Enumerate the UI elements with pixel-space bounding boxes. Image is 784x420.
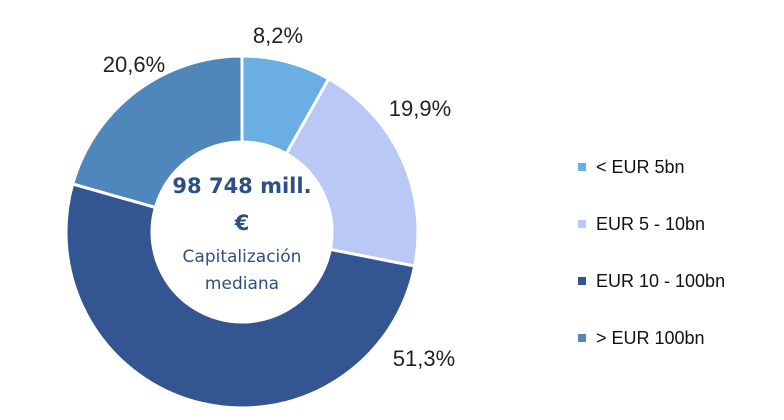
slice-label-gt-100bn: 20,6%: [103, 52, 165, 77]
center-annotation: 98 748 mill. € Capitalización mediana: [172, 174, 311, 294]
slice-labels: 8,2% 19,9% 51,3% 20,6%: [103, 23, 455, 371]
donut-slice-1: [284, 76, 420, 268]
legend-label: EUR 5 - 10bn: [596, 213, 706, 234]
center-caption-line1: Capitalización: [183, 247, 302, 267]
slice-label-lt-5bn: 8,2%: [253, 23, 303, 48]
legend-item-5-10bn: EUR 5 - 10bn: [578, 212, 778, 236]
legend-swatch: [578, 163, 586, 171]
donut-slices: [64, 54, 420, 410]
legend-swatch: [578, 334, 586, 342]
legend: < EUR 5bn EUR 5 - 10bn EUR 10 - 100bn > …: [578, 155, 778, 383]
center-caption-line2: mediana: [205, 274, 279, 294]
legend-label: EUR 10 - 100bn: [596, 270, 726, 291]
legend-label: < EUR 5bn: [596, 156, 685, 177]
slice-label-10-100bn: 51,3%: [393, 346, 455, 371]
legend-item-gt-100bn: > EUR 100bn: [578, 326, 778, 350]
legend-swatch: [578, 277, 586, 285]
slice-label-5-10bn: 19,9%: [389, 96, 451, 121]
legend-item-10-100bn: EUR 10 - 100bn: [578, 269, 778, 293]
donut-slice-3: [70, 54, 244, 210]
donut-slice-2: [64, 182, 417, 410]
legend-swatch: [578, 220, 586, 228]
legend-label: > EUR 100bn: [596, 327, 705, 348]
center-value-line1: 98 748 mill.: [172, 174, 311, 198]
center-value-line2: €: [234, 211, 250, 235]
legend-item-lt-5bn: < EUR 5bn: [578, 155, 778, 179]
